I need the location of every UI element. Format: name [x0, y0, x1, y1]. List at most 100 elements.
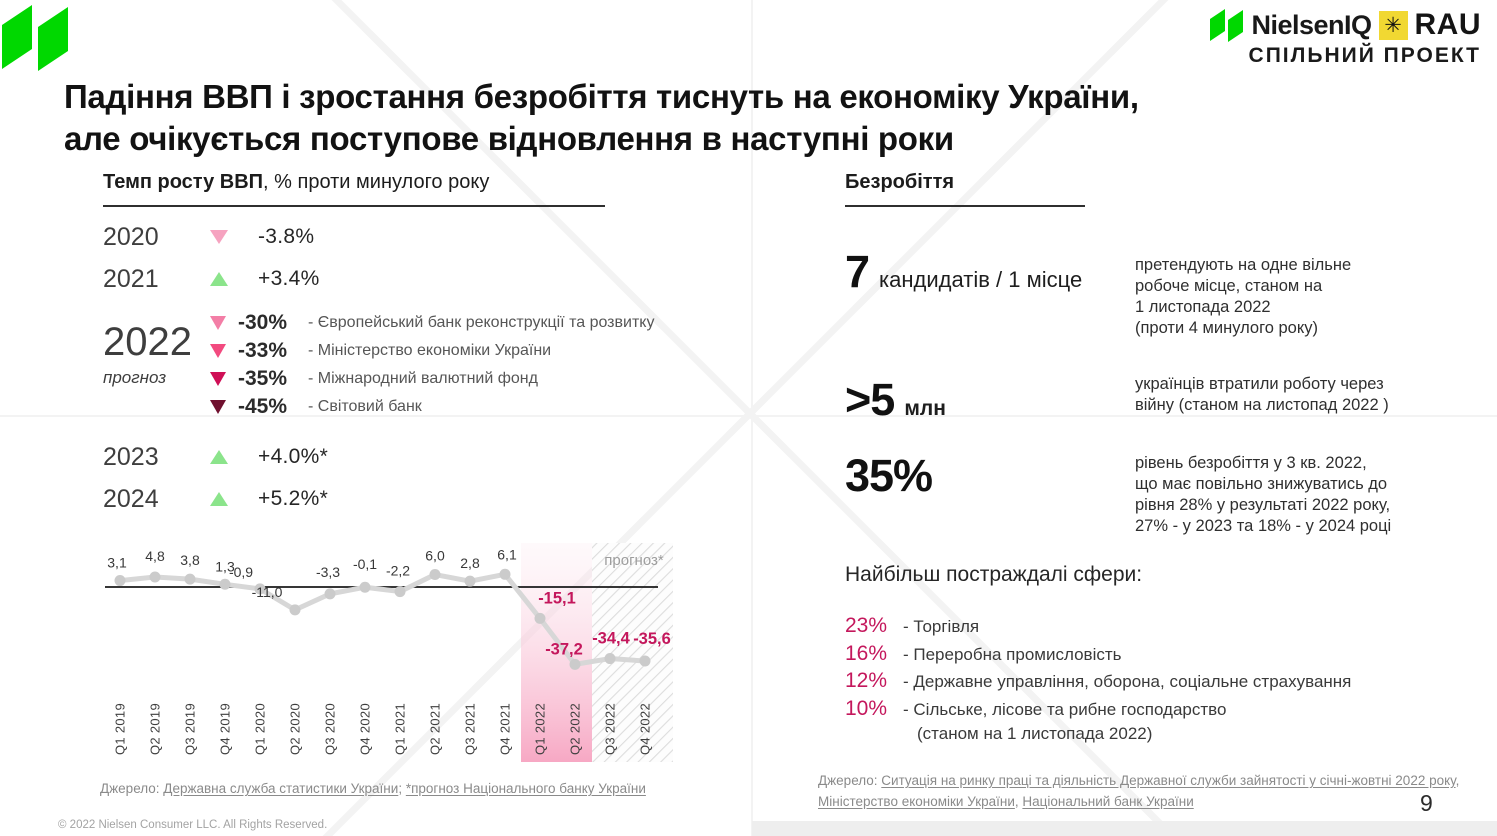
gdp-year-row: 2021 +3.4%	[103, 258, 320, 300]
gdp-year-label: 2020	[103, 222, 159, 251]
gdp-2022-block: 2022 прогноз	[103, 320, 208, 388]
chart-value-label: 2,8	[460, 555, 480, 571]
stat-left: 7 кандидатів / 1 місце	[845, 246, 1082, 298]
stat-big-value: >5	[845, 374, 895, 425]
brand-subtitle: СПІЛЬНИЙ ПРОЕКТ	[1248, 44, 1481, 67]
chart-point	[604, 653, 616, 665]
chart-value-label: 1,3	[215, 558, 235, 574]
title-line-1: Падіння ВВП і зростання безробіття тисну…	[64, 78, 1139, 115]
gdp-forecast-value: -30%	[238, 311, 288, 334]
sector-percent: 23%	[845, 614, 888, 637]
gdp-value: +4.0%*	[258, 445, 329, 468]
chart-axis-label: Q4 2021	[498, 703, 513, 755]
gdp-2022-forecast-list: -30% - Європейський банк реконструкції та…	[210, 309, 654, 421]
bottom-strip	[752, 821, 1497, 836]
chart-axis-label: Q1 2019	[113, 703, 128, 755]
chart-point	[114, 575, 126, 587]
gdp-quarterly-chart: прогноз* 3,1 4,8 3,8 1,3-0,9 -11,0 -3,3 -0,1 -2…	[105, 543, 673, 762]
stat-description: претендують на одне вільне робоче місце,…	[1135, 256, 1352, 338]
brand-block: NielsenIQ ✳ RAU СПІЛЬНИЙ ПРОЕКТ	[1210, 8, 1481, 68]
chart-axis-label: Q3 2019	[183, 703, 198, 755]
chart-point	[639, 655, 651, 667]
chart-value-label: -2,2	[386, 563, 410, 579]
page-title: Падіння ВВП і зростання безробіття тисну…	[64, 76, 1464, 160]
chart-forecast-label: прогноз*	[604, 552, 664, 569]
gdp-forecast-value: -35%	[238, 367, 288, 390]
gdp-rows-2020-2021: 2020 -3.8% 2021 +3.4%	[103, 216, 320, 300]
page-number: 9	[1420, 790, 1433, 816]
gdp-2022-forecast-label: прогноз	[103, 368, 167, 387]
gdp-trend-cell	[210, 492, 258, 506]
gdp-rows-2023-2024: 2023 +4.0%* 2024 +5.2%*	[103, 436, 328, 520]
gdp-2022-year: 2022	[103, 320, 192, 364]
source-link[interactable]: Державна служба статистики України	[163, 781, 399, 796]
source-link[interactable]: Національний банк України	[1022, 793, 1194, 809]
gdp-trend-cell	[210, 272, 258, 286]
gdp-forecast-value: -45%	[238, 395, 288, 418]
gdp-forecast-value: -33%	[238, 339, 288, 362]
chart-axis-label: Q2 2019	[148, 703, 163, 755]
unemployment-source: Джерело: Ситуація на ринку праці та діял…	[818, 771, 1468, 813]
chart-value-label: -0,1	[353, 556, 377, 572]
gdp-header-bold: Темп росту ВВП	[103, 171, 264, 193]
gdp-year-label: 2021	[103, 264, 159, 293]
gdp-source: Джерело: Державна служба статистики Укра…	[100, 779, 700, 800]
stat-description: українців втратили роботу через війну (с…	[1135, 375, 1389, 415]
stat-description: рівень безробіття у 3 кв. 2022, що має п…	[1135, 454, 1392, 536]
chart-axis-label: Q2 2020	[288, 703, 303, 755]
triangle-up-icon	[210, 450, 228, 464]
chart-value-label: 3,1	[107, 555, 127, 571]
chart-value-label: -37,2	[545, 640, 583, 658]
source-link[interactable]: Ситуація на ринку праці та діяльність Де…	[881, 773, 1456, 788]
stat-left: >5 млн	[845, 374, 946, 426]
chart-forecast-hatch	[592, 543, 673, 762]
chart-point	[254, 583, 266, 595]
chart-point	[534, 612, 546, 624]
source-text: ,	[1014, 793, 1023, 809]
gdp-forecast-item: -35% - Міжнародний валютний фонд	[210, 365, 654, 393]
gdp-value: +3.4%	[258, 267, 320, 290]
chart-axis-label: Q4 2019	[218, 703, 233, 755]
chart-value-label: -11,0	[252, 584, 283, 600]
chart-value-label: -3,3	[316, 564, 340, 580]
chart-axis-label: Q4 2022	[638, 703, 653, 755]
chart-axis-label: Q1 2020	[253, 703, 268, 755]
chart-axis-label: Q1 2021	[393, 703, 408, 755]
nielseniq-logo-mark-small-icon	[1210, 8, 1244, 42]
stat-block: 7 кандидатів / 1 місце	[845, 246, 1082, 298]
gdp-forecast-source: - Міжнародний валютний фонд	[308, 370, 538, 387]
chart-axis-label: Q2 2022	[568, 703, 583, 755]
source-link[interactable]: *прогноз Національного банку України	[405, 781, 646, 796]
chart-line	[119, 571, 646, 667]
source-link[interactable]: Міністерство економіки України	[818, 793, 1015, 809]
gdp-value: -3.8%	[258, 225, 315, 248]
chart-value-label: 4,8	[145, 548, 165, 564]
triangle-down-icon	[210, 344, 226, 358]
chart-axis-label: Q4 2020	[358, 703, 373, 755]
triangle-up-icon	[210, 492, 228, 506]
gdp-forecast-item: -45% - Світовий банк	[210, 393, 654, 421]
stat-unit: кандидатів / 1 місце	[879, 267, 1083, 292]
chart-point	[149, 571, 161, 583]
chart-value-label: 6,0	[425, 548, 445, 564]
triangle-down-icon	[210, 400, 226, 414]
chart-point	[359, 581, 371, 593]
source-text: ,	[1455, 773, 1460, 788]
chart-value-label: -0,9	[229, 564, 253, 580]
nielseniq-logo-mark-icon	[2, 5, 68, 71]
gdp-forecast-item: -30% - Європейський банк реконструкції та…	[210, 309, 654, 337]
copyright: © 2022 Nielsen Consumer LLC. All Rights …	[58, 819, 328, 831]
sector-item: 10% - Сільське, лісове та рибне господарс…	[845, 697, 1351, 725]
chart-point	[324, 588, 336, 600]
stat-big-value: 35%	[845, 450, 933, 501]
affected-sectors-list: 23% - Торгівля 16% - Переробна промисловіст…	[845, 614, 1351, 752]
chart-value-label: -35,6	[633, 630, 671, 648]
unemployment-section-header: Безробіття	[845, 171, 1085, 207]
chart-axis-label: Q3 2020	[323, 703, 338, 755]
title-line-2: але очікується поступове відновлення в н…	[64, 120, 954, 158]
gdp-section-header: Темп росту ВВП, % проти минулого року	[103, 171, 605, 207]
stat-unit: млн	[904, 397, 946, 420]
chart-value-label: 3,8	[180, 552, 200, 568]
chart-axis-label: Q3 2021	[463, 703, 478, 755]
